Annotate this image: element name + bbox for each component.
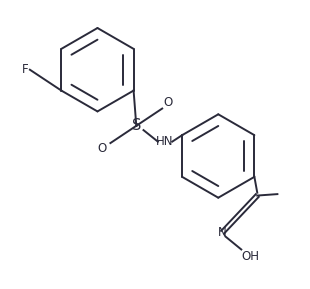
Text: N: N [218, 226, 227, 239]
Text: O: O [163, 96, 173, 109]
Text: F: F [22, 63, 29, 76]
Text: OH: OH [241, 250, 259, 263]
Text: O: O [97, 142, 106, 155]
Text: HN: HN [156, 135, 174, 148]
Text: S: S [132, 118, 141, 133]
